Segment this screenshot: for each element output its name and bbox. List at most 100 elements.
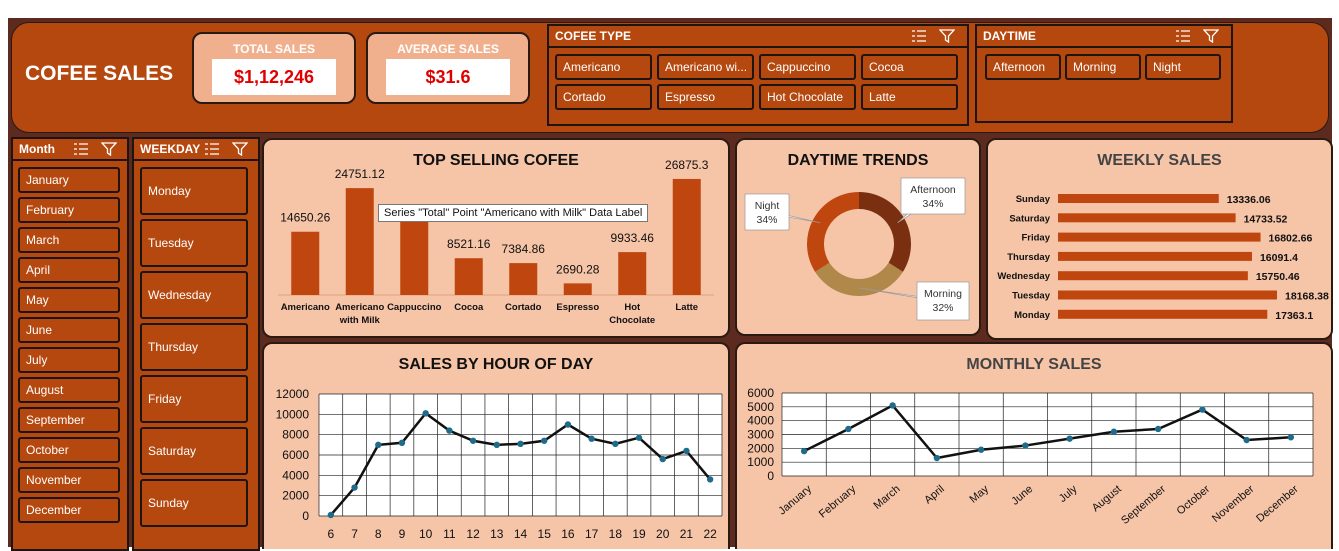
data-label: 14733.52 [1244,213,1288,225]
sales-by-hour-title: SALES BY HOUR OF DAY [398,356,594,373]
data-point-may [977,446,985,453]
category-label: Chocolate [609,315,655,326]
slicer-coffee-cappuccino[interactable]: Cappuccino [759,54,856,80]
average-sales-value: $31.6 [386,59,510,95]
data-point-hour-7 [351,484,358,491]
data-point-hour-21 [683,447,690,455]
slicer-weekday-sunday[interactable]: Sunday [140,479,248,527]
slicer-daytime-afternoon[interactable]: Afternoon [985,54,1061,80]
weekly-sales-title: WEEKLY SALES [1097,152,1222,169]
data-label: 2690.28 [556,262,600,276]
data-label: 14650.26 [280,211,330,225]
weekly-sales-chart: Sunday 13336.06 Saturday 14733.52 Friday 1680… [997,194,1329,322]
data-point-hour-6 [327,511,335,519]
x-tick-label: 13 [490,527,504,541]
slicer-month-february[interactable]: February [18,197,120,223]
slicer-month-september[interactable]: September [18,407,120,433]
monthly-sales-title: MONTHLY SALES [966,356,1102,373]
slicer-daytime-night[interactable]: Night [1145,54,1221,80]
slicer-coffee-latte[interactable]: Latte [861,84,958,110]
slicer-coffee-cocoa[interactable]: Cocoa [861,54,958,80]
multi-select-icon[interactable] [204,142,220,156]
slicer-weekday-wednesday[interactable]: Wednesday [140,271,248,319]
slicer-month-june[interactable]: June [18,317,120,343]
slicer-month-may[interactable]: May [18,287,120,313]
slicer-month-october[interactable]: October [18,437,120,463]
slicer-weekday-monday[interactable]: Monday [140,167,248,215]
slicer-coffee-hot-chocolate[interactable]: Hot Chocolate [759,84,856,110]
data-point-hour-8 [375,441,382,449]
slicer-coffee-espresso[interactable]: Espresso [657,84,754,110]
data-label: 7384.86 [502,242,546,256]
category-label: Cortado [505,302,542,313]
clear-filter-icon[interactable] [939,29,955,43]
total-sales-label: TOTAL SALES [232,42,315,56]
slicer-coffee-cortado[interactable]: Cortado [555,84,652,110]
data-point-hour-16 [564,421,572,428]
data-point-hour-12 [469,437,477,444]
multi-select-icon[interactable] [1175,29,1191,43]
weekday-category-label: Wednesday [997,271,1050,282]
slicer-month-december[interactable]: December [18,497,120,523]
slicer-weekday-saturday[interactable]: Saturday [140,427,248,475]
slicer-weekday-tuesday[interactable]: Tuesday [140,219,248,267]
data-point-june [1022,442,1029,449]
data-label: 26875.3 [665,158,709,172]
donut-slice-morning [815,262,903,296]
clear-filter-icon[interactable] [232,142,248,156]
weekday-slicer: WEEKDAY Monday Tuesday Wednesday Thursday Fr… [132,137,260,551]
daytime-slicer-header: DAYTIME [977,26,1231,48]
clear-filter-icon[interactable] [101,142,117,156]
callout-box [916,281,970,321]
coffee-type-slicer-header: COFEE TYPE [549,26,967,48]
data-label-tooltip: Series "Total" Point "Americano with Mil… [378,204,649,222]
data-point-march [889,402,896,409]
y-tick-label: 8000 [282,428,309,442]
top-selling-title: TOP SELLING COFEE [413,152,579,169]
x-tick-label: February [817,483,859,521]
slicer-month-march[interactable]: March [18,227,120,253]
daytime-slicer: DAYTIME Afternoon Morning Night [975,24,1233,123]
data-point-hour-14 [517,440,524,448]
bar-wednesday [1058,271,1248,281]
data-label: 8521.16 [447,237,491,251]
weekday-category-label: Saturday [1009,213,1050,224]
data-point-august [1110,428,1118,435]
x-tick-label: 20 [656,527,670,541]
slicer-month-january[interactable]: January [18,167,120,193]
data-point-hour-19 [635,434,643,441]
x-tick-label: 14 [514,527,528,541]
slice-name-label: Afternoon [910,184,956,196]
slice-percent-label: 34% [922,198,943,210]
coffee-type-slicer: COFEE TYPE Americano Americano wi... Cappu… [547,24,969,126]
slicer-month-november[interactable]: November [18,467,120,493]
weekly-sales-card: WEEKLY SALES Sunday 13336.06 Saturday 14733… [986,138,1333,340]
data-point-september [1154,425,1162,433]
slicer-month-august[interactable]: August [18,377,120,403]
total-sales-card: TOTAL SALES $1,12,246 [192,32,356,104]
bar-friday [1058,232,1261,242]
data-point-april [933,454,941,462]
y-tick-label: 3000 [747,428,774,442]
slice-percent-label: 32% [932,302,953,314]
clear-filter-icon[interactable] [1203,29,1219,43]
slicer-coffee-americano-wi[interactable]: Americano wi... [657,54,754,80]
data-point-hour-15 [541,437,548,444]
x-tick-label: July [1057,483,1080,505]
category-label: Latte [675,302,698,313]
slicer-weekday-thursday[interactable]: Thursday [140,323,248,371]
slicer-month-july[interactable]: July [18,347,120,373]
slicer-month-april[interactable]: April [18,257,120,283]
weekday-category-label: Sunday [1016,194,1051,205]
y-tick-label: 10000 [276,407,310,421]
callout-box [744,193,790,231]
multi-select-icon[interactable] [911,29,927,43]
x-tick-label: 7 [351,527,358,541]
daytime-trends-title: DAYTIME TRENDS [787,152,929,169]
x-tick-label: 8 [375,527,382,541]
slicer-daytime-morning[interactable]: Morning [1065,54,1141,80]
slicer-coffee-americano[interactable]: Americano [555,54,652,80]
multi-select-icon[interactable] [73,142,89,156]
slicer-weekday-friday[interactable]: Friday [140,375,248,423]
y-tick-label: 0 [302,509,309,523]
